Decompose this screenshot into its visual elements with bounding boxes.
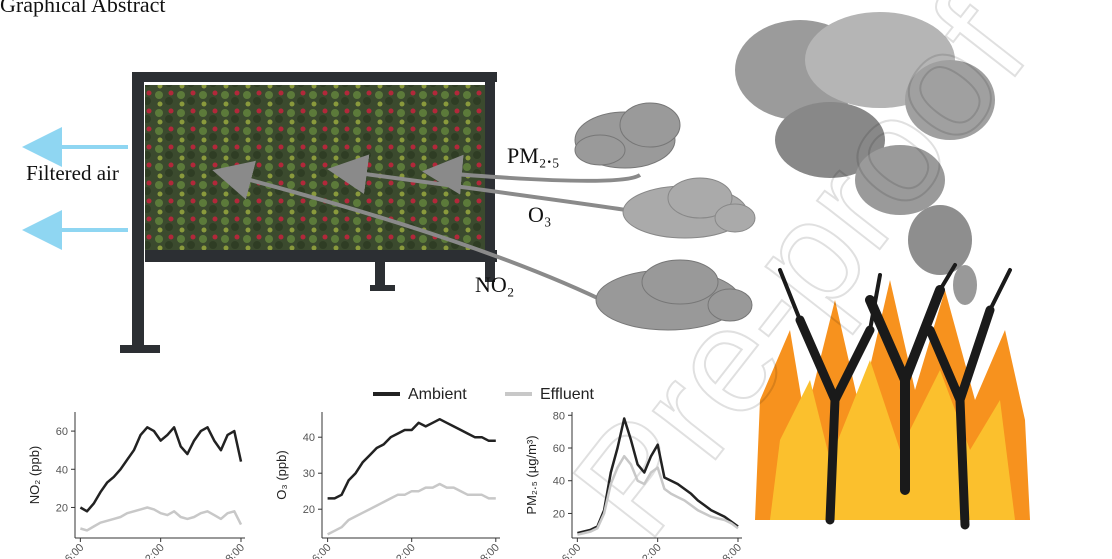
y-tick-label: 40 [56, 464, 68, 476]
y-tick-label: 20 [303, 504, 315, 516]
x-tick-label: 18:00 [474, 542, 502, 559]
series-line [79, 426, 243, 513]
pollutant-label: O₃ [528, 202, 552, 227]
y-tick-label: 80 [553, 410, 565, 422]
x-tick-label: 06:00 [306, 542, 334, 559]
y-axis-label: NO₂ (ppb) [27, 446, 42, 505]
y-tick-label: 30 [303, 468, 315, 480]
x-tick-label: 06:00 [59, 542, 87, 559]
pollutant-label: NO₂ [475, 272, 514, 297]
series-line [327, 417, 496, 500]
x-tick-label: 18:00 [716, 542, 744, 559]
y-tick-label: 40 [303, 432, 315, 444]
inflow-arrow [212, 160, 613, 307]
green-wall [120, 72, 497, 353]
y-tick-label: 60 [56, 426, 68, 438]
pollutant-label: PM₂.₅ [507, 143, 560, 168]
x-tick-label: 18:00 [219, 542, 247, 559]
x-tick-label: 12:00 [139, 542, 167, 559]
cloud [574, 102, 681, 169]
y-tick-label: 40 [553, 476, 565, 488]
cloud [595, 259, 753, 331]
trees [778, 263, 1012, 530]
smoke [735, 12, 995, 305]
inflow-arrow [422, 154, 642, 195]
series-line [80, 506, 243, 532]
inflow-arrow [327, 154, 641, 214]
legend-label: Ambient [408, 386, 467, 403]
y-axis-label: O₃ (ppb) [274, 450, 289, 499]
y-tick-label: 60 [553, 443, 565, 455]
outlet-label: Filtered air [26, 161, 119, 185]
y-tick-label: 20 [553, 508, 565, 520]
title: Graphical Abstract [0, 0, 166, 17]
x-tick-label: 06:00 [556, 542, 584, 559]
cloud [622, 177, 756, 239]
series-line [577, 454, 739, 536]
series-line [327, 482, 496, 536]
y-axis-label: PM₂.₅ (µg/m³) [524, 435, 539, 514]
y-tick-label: 20 [56, 502, 68, 514]
x-tick-label: 12:00 [390, 542, 418, 559]
legend-label: Effluent [540, 386, 595, 403]
outlet-label-box: Filtered air [26, 161, 119, 185]
